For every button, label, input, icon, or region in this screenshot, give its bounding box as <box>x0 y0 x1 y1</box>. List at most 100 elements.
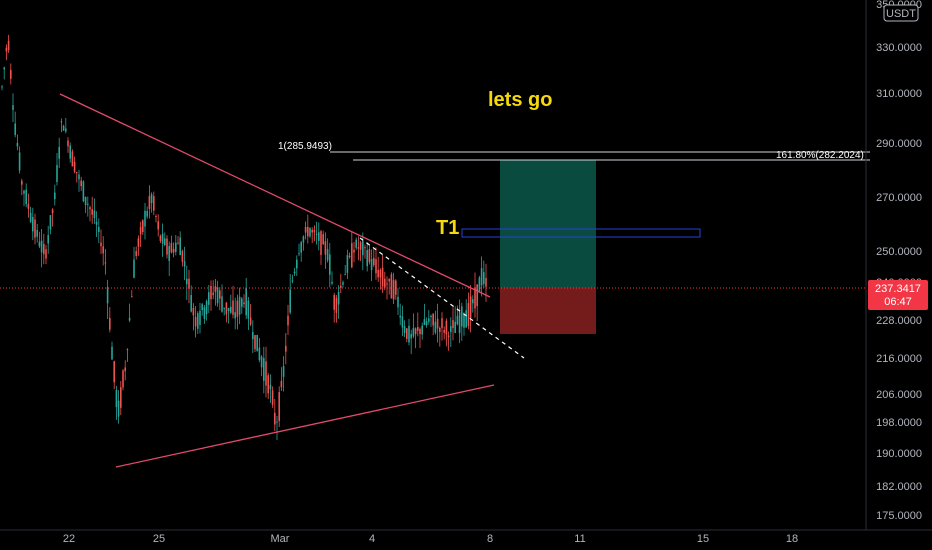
candle-body <box>23 190 25 194</box>
candle-body <box>1 86 3 88</box>
candle-body <box>201 304 203 311</box>
candle-body <box>357 247 360 249</box>
candle-body <box>139 226 142 235</box>
candle-body <box>443 330 445 333</box>
candle-body <box>439 327 441 332</box>
candle-body <box>100 242 102 247</box>
candle-body <box>135 251 137 256</box>
candle-body <box>351 243 353 268</box>
time-tick-label: 18 <box>786 533 798 545</box>
lower-support-trendline[interactable] <box>115 384 495 468</box>
candle-body <box>16 142 19 147</box>
candle-body <box>3 67 5 70</box>
candle-body <box>472 299 474 304</box>
candle-body <box>315 233 318 235</box>
candle-body <box>54 192 56 200</box>
candle-body <box>106 287 109 304</box>
candle-body <box>428 318 430 322</box>
candle-body <box>476 284 478 307</box>
candle-body <box>236 300 239 317</box>
candle-body <box>45 249 47 259</box>
candle-body <box>289 289 291 313</box>
dashed-resistance-trendline[interactable] <box>359 237 525 359</box>
fib-level-1618-label: 161.80%(282.2024) <box>776 150 864 161</box>
candle-body <box>397 296 399 308</box>
price-tick-label: 206.0000 <box>876 389 922 401</box>
price-tick-label: 198.0000 <box>876 417 922 429</box>
candle-body <box>89 207 91 210</box>
drawing-layer <box>0 93 870 468</box>
candle-body <box>252 332 254 340</box>
candle-body <box>117 400 120 417</box>
candle-body <box>65 128 67 132</box>
candle-body <box>159 235 162 242</box>
candle-body <box>221 296 223 312</box>
candle-body <box>186 278 188 285</box>
target-annotation[interactable]: T1 <box>436 217 459 239</box>
candle-body <box>287 315 289 326</box>
candle-body <box>95 221 98 225</box>
candle-body <box>194 316 197 327</box>
candle-body <box>450 326 452 333</box>
candle-body <box>271 390 274 405</box>
candle-body <box>406 328 408 339</box>
long-position-loss-zone[interactable] <box>500 288 596 334</box>
candle-body <box>208 292 210 305</box>
candle-body <box>483 272 485 285</box>
candle-body <box>150 194 153 204</box>
candle-body <box>355 239 357 248</box>
candle-body <box>364 247 366 249</box>
candle-body <box>373 257 375 266</box>
candle-body <box>210 286 212 300</box>
candle-body <box>386 283 388 285</box>
candle-body <box>335 298 338 313</box>
time-tick-label: 8 <box>487 533 493 545</box>
candle-body <box>234 312 236 319</box>
candle-body <box>82 181 85 202</box>
candle-body <box>276 421 278 423</box>
candle-body <box>454 321 456 333</box>
candle-body <box>243 302 245 305</box>
candle-body <box>293 271 296 274</box>
candle-body <box>142 220 144 233</box>
candle-body <box>296 259 298 269</box>
candle-body <box>69 145 71 159</box>
candle-body <box>43 243 45 255</box>
candle-body <box>223 307 225 309</box>
candle-body <box>111 346 113 360</box>
candle-body <box>225 302 228 315</box>
headline-annotation[interactable]: lets go <box>488 89 552 111</box>
countdown-value: 06:47 <box>884 296 912 308</box>
candle-body <box>153 196 155 211</box>
upper-resistance-trendline[interactable] <box>59 93 491 298</box>
candle-body <box>307 226 309 237</box>
candle-body <box>172 248 175 253</box>
candle-body <box>322 234 324 245</box>
currency-badge[interactable] <box>883 4 919 22</box>
candle-body <box>93 210 96 219</box>
long-position-profit-zone[interactable] <box>500 160 596 288</box>
candle-body <box>348 255 351 257</box>
target-zone-rect[interactable] <box>461 228 701 238</box>
candle-body <box>421 325 423 335</box>
time-axis[interactable]: 22 25 Mar 4 8 11 15 18 <box>63 533 798 545</box>
candle-body <box>260 356 263 368</box>
candle-body <box>84 196 87 206</box>
candle-body <box>370 259 373 271</box>
candle-body <box>311 229 313 233</box>
candle-body <box>73 161 76 172</box>
candle-body <box>329 254 331 275</box>
candle-body <box>91 209 93 215</box>
candle-body <box>58 146 60 159</box>
candle-body <box>280 380 283 388</box>
candle-body <box>7 40 10 51</box>
candle-body <box>452 319 454 329</box>
candle-body <box>87 203 89 205</box>
candle-body <box>247 300 250 319</box>
candle-body <box>161 233 164 244</box>
candle-body <box>166 238 168 255</box>
candle-body <box>379 269 382 278</box>
candle-body <box>469 296 472 318</box>
